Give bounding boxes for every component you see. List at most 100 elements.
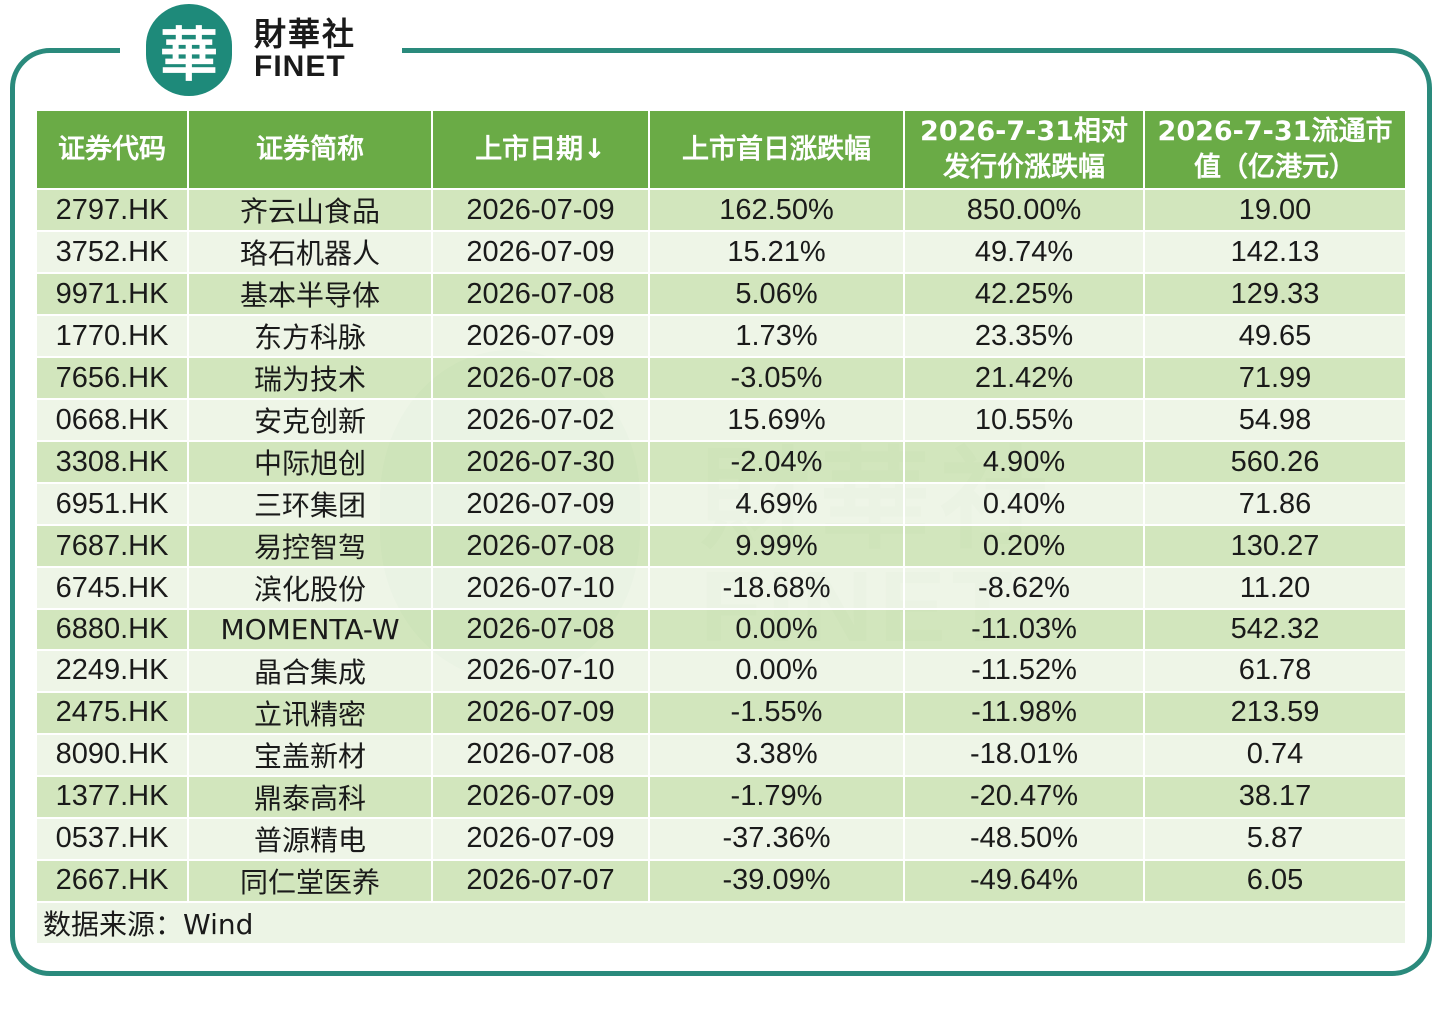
table-row: 1770.HK 东方科脉 2026-07-09 1.73% 23.35% 49.65 xyxy=(35,314,1407,358)
header-line: 值（亿港元） xyxy=(1194,151,1356,183)
change-vs-offer-cell: -11.52% xyxy=(903,648,1145,693)
table-row: 6951.HK 三环集团 2026-07-09 4.69% 0.40% 71.86 xyxy=(35,482,1407,526)
change-vs-offer-cell: -8.62% xyxy=(903,566,1145,610)
table-row: 6880.HK MOMENTA-W 2026-07-08 0.00% -11.03% 54… xyxy=(35,608,1407,651)
change-vs-offer-cell: 850.00% xyxy=(903,188,1145,232)
listing-date-cell: 2026-07-08 xyxy=(431,608,650,651)
first-day-change-cell: 162.50% xyxy=(648,188,905,232)
first-day-change-header: 上市首日涨跌幅 xyxy=(648,109,905,190)
market-cap-cell: 542.32 xyxy=(1143,608,1407,651)
source-row: 数据来源：Wind xyxy=(35,900,1407,945)
logo-wordmark: 財華社 FINET xyxy=(254,18,356,82)
market-cap-cell: 11.20 xyxy=(1143,566,1407,610)
market-cap-cell: 213.59 xyxy=(1143,690,1407,735)
change-vs-offer-cell: -18.01% xyxy=(903,732,1145,777)
first-day-change-cell: -18.68% xyxy=(648,566,905,610)
stock-name-cell: 宝盖新材 xyxy=(187,732,433,777)
first-day-change-cell: 5.06% xyxy=(648,272,905,316)
stock-name-cell: 中际旭创 xyxy=(187,440,433,484)
stock-name-cell: 滨化股份 xyxy=(187,566,433,610)
stock-code-cell: 0537.HK xyxy=(35,816,189,861)
change-vs-offer-cell: 21.42% xyxy=(903,356,1145,400)
first-day-change-cell: 1.73% xyxy=(648,314,905,358)
stock-code-cell: 7687.HK xyxy=(35,524,189,568)
stock-name-cell: 安克创新 xyxy=(187,398,433,442)
stock-code-cell: 2249.HK xyxy=(35,648,189,693)
logo-english-name: FINET xyxy=(254,50,346,83)
market-cap-cell: 129.33 xyxy=(1143,272,1407,316)
market-cap-cell: 54.98 xyxy=(1143,398,1407,442)
logo-chinese-name: 財華社 xyxy=(254,15,357,53)
stock-code-cell: 7656.HK xyxy=(35,356,189,400)
listing-date-cell: 2026-07-09 xyxy=(431,230,650,274)
listing-date-cell: 2026-07-07 xyxy=(431,858,650,903)
listing-date-cell: 2026-07-08 xyxy=(431,272,650,316)
stock-name-cell: 易控智驾 xyxy=(187,524,433,568)
table-row: 0537.HK 普源精电 2026-07-09 -37.36% -48.50% 5.87 xyxy=(35,816,1407,861)
stock-code-cell: 2475.HK xyxy=(35,690,189,735)
change-vs-offer-cell: -49.64% xyxy=(903,858,1145,903)
listing-date-cell: 2026-07-09 xyxy=(431,314,650,358)
table-row: 2249.HK 晶合集成 2026-07-10 0.00% -11.52% 61.78 xyxy=(35,648,1407,693)
header-line: 2026-7-31流通市 xyxy=(1157,116,1393,148)
stock-code-cell: 1770.HK xyxy=(35,314,189,358)
listing-date-cell: 2026-07-09 xyxy=(431,188,650,232)
header-line: 上市首日涨跌幅 xyxy=(682,133,871,165)
market-cap-header: 2026-7-31流通市 值（亿港元） xyxy=(1143,109,1407,190)
table-row: 2797.HK 齐云山食品 2026-07-09 162.50% 850.00% 19.0… xyxy=(35,188,1407,232)
stock-code-cell: 3308.HK xyxy=(35,440,189,484)
stock-name-header: 证券简称 xyxy=(187,109,433,190)
stock-name-cell: 三环集团 xyxy=(187,482,433,526)
first-day-change-cell: 0.00% xyxy=(648,608,905,651)
stock-code-cell: 9971.HK xyxy=(35,272,189,316)
table-row: 8090.HK 宝盖新材 2026-07-08 3.38% -18.01% 0.74 xyxy=(35,732,1407,777)
stock-code-cell: 1377.HK xyxy=(35,774,189,819)
stock-code-cell: 0668.HK xyxy=(35,398,189,442)
header-line: 2026-7-31相对 xyxy=(920,116,1128,148)
first-day-change-cell: 4.69% xyxy=(648,482,905,526)
change-vs-offer-cell: 0.20% xyxy=(903,524,1145,568)
market-cap-cell: 6.05 xyxy=(1143,858,1407,903)
table-header-row: 证券代码 证券简称 上市日期↓ 上市首日涨跌幅 2026-7-31相对 发行价涨跌幅 202… xyxy=(35,109,1407,190)
market-cap-cell: 71.99 xyxy=(1143,356,1407,400)
first-day-change-cell: 15.21% xyxy=(648,230,905,274)
listing-date-header: 上市日期↓ xyxy=(431,109,650,190)
stock-code-cell: 6745.HK xyxy=(35,566,189,610)
stock-code-cell: 6880.HK xyxy=(35,608,189,651)
stock-code-cell: 2797.HK xyxy=(35,188,189,232)
market-cap-cell: 61.78 xyxy=(1143,648,1407,693)
listing-date-cell: 2026-07-10 xyxy=(431,648,650,693)
change-vs-offer-cell: -20.47% xyxy=(903,774,1145,819)
first-day-change-cell: 3.38% xyxy=(648,732,905,777)
table-row: 9971.HK 基本半导体 2026-07-08 5.06% 42.25% 129.33 xyxy=(35,272,1407,316)
stock-name-cell: 同仁堂医养 xyxy=(187,858,433,903)
stock-name-cell: 齐云山食品 xyxy=(187,188,433,232)
market-cap-cell: 0.74 xyxy=(1143,732,1407,777)
header-line: 发行价涨跌幅 xyxy=(943,151,1105,183)
change-vs-offer-cell: -11.03% xyxy=(903,608,1145,651)
table-row: 2475.HK 立讯精密 2026-07-09 -1.55% -11.98% 213.59 xyxy=(35,690,1407,735)
header-line: 证券代码 xyxy=(58,133,166,165)
change-vs-offer-cell: -11.98% xyxy=(903,690,1145,735)
listing-date-cell: 2026-07-09 xyxy=(431,774,650,819)
stock-code-cell: 8090.HK xyxy=(35,732,189,777)
table-body: 2797.HK 齐云山食品 2026-07-09 162.50% 850.00% 19.0… xyxy=(35,188,1407,903)
table-row: 2667.HK 同仁堂医养 2026-07-07 -39.09% -49.64% 6.05 xyxy=(35,858,1407,903)
stock-name-cell: 东方科脉 xyxy=(187,314,433,358)
stock-name-cell: 普源精电 xyxy=(187,816,433,861)
listing-date-cell: 2026-07-09 xyxy=(431,482,650,526)
ipo-performance-table: 证券代码 证券简称 上市日期↓ 上市首日涨跌幅 2026-7-31相对 发行价涨跌幅 202… xyxy=(35,109,1407,945)
header-line: 上市日期↓ xyxy=(475,133,606,165)
table-row: 1377.HK 鼎泰高科 2026-07-09 -1.79% -20.47% 38.17 xyxy=(35,774,1407,819)
market-cap-cell: 560.26 xyxy=(1143,440,1407,484)
header-line: 证券简称 xyxy=(256,133,364,165)
market-cap-cell: 142.13 xyxy=(1143,230,1407,274)
stock-code-header: 证券代码 xyxy=(35,109,189,190)
table-row: 3752.HK 珞石机器人 2026-07-09 15.21% 49.74% 142.13 xyxy=(35,230,1407,274)
source-note: 数据来源：Wind xyxy=(35,900,1407,945)
market-cap-cell: 49.65 xyxy=(1143,314,1407,358)
stock-name-cell: 瑞为技术 xyxy=(187,356,433,400)
listing-date-cell: 2026-07-08 xyxy=(431,356,650,400)
first-day-change-cell: -1.55% xyxy=(648,690,905,735)
listing-date-cell: 2026-07-09 xyxy=(431,690,650,735)
